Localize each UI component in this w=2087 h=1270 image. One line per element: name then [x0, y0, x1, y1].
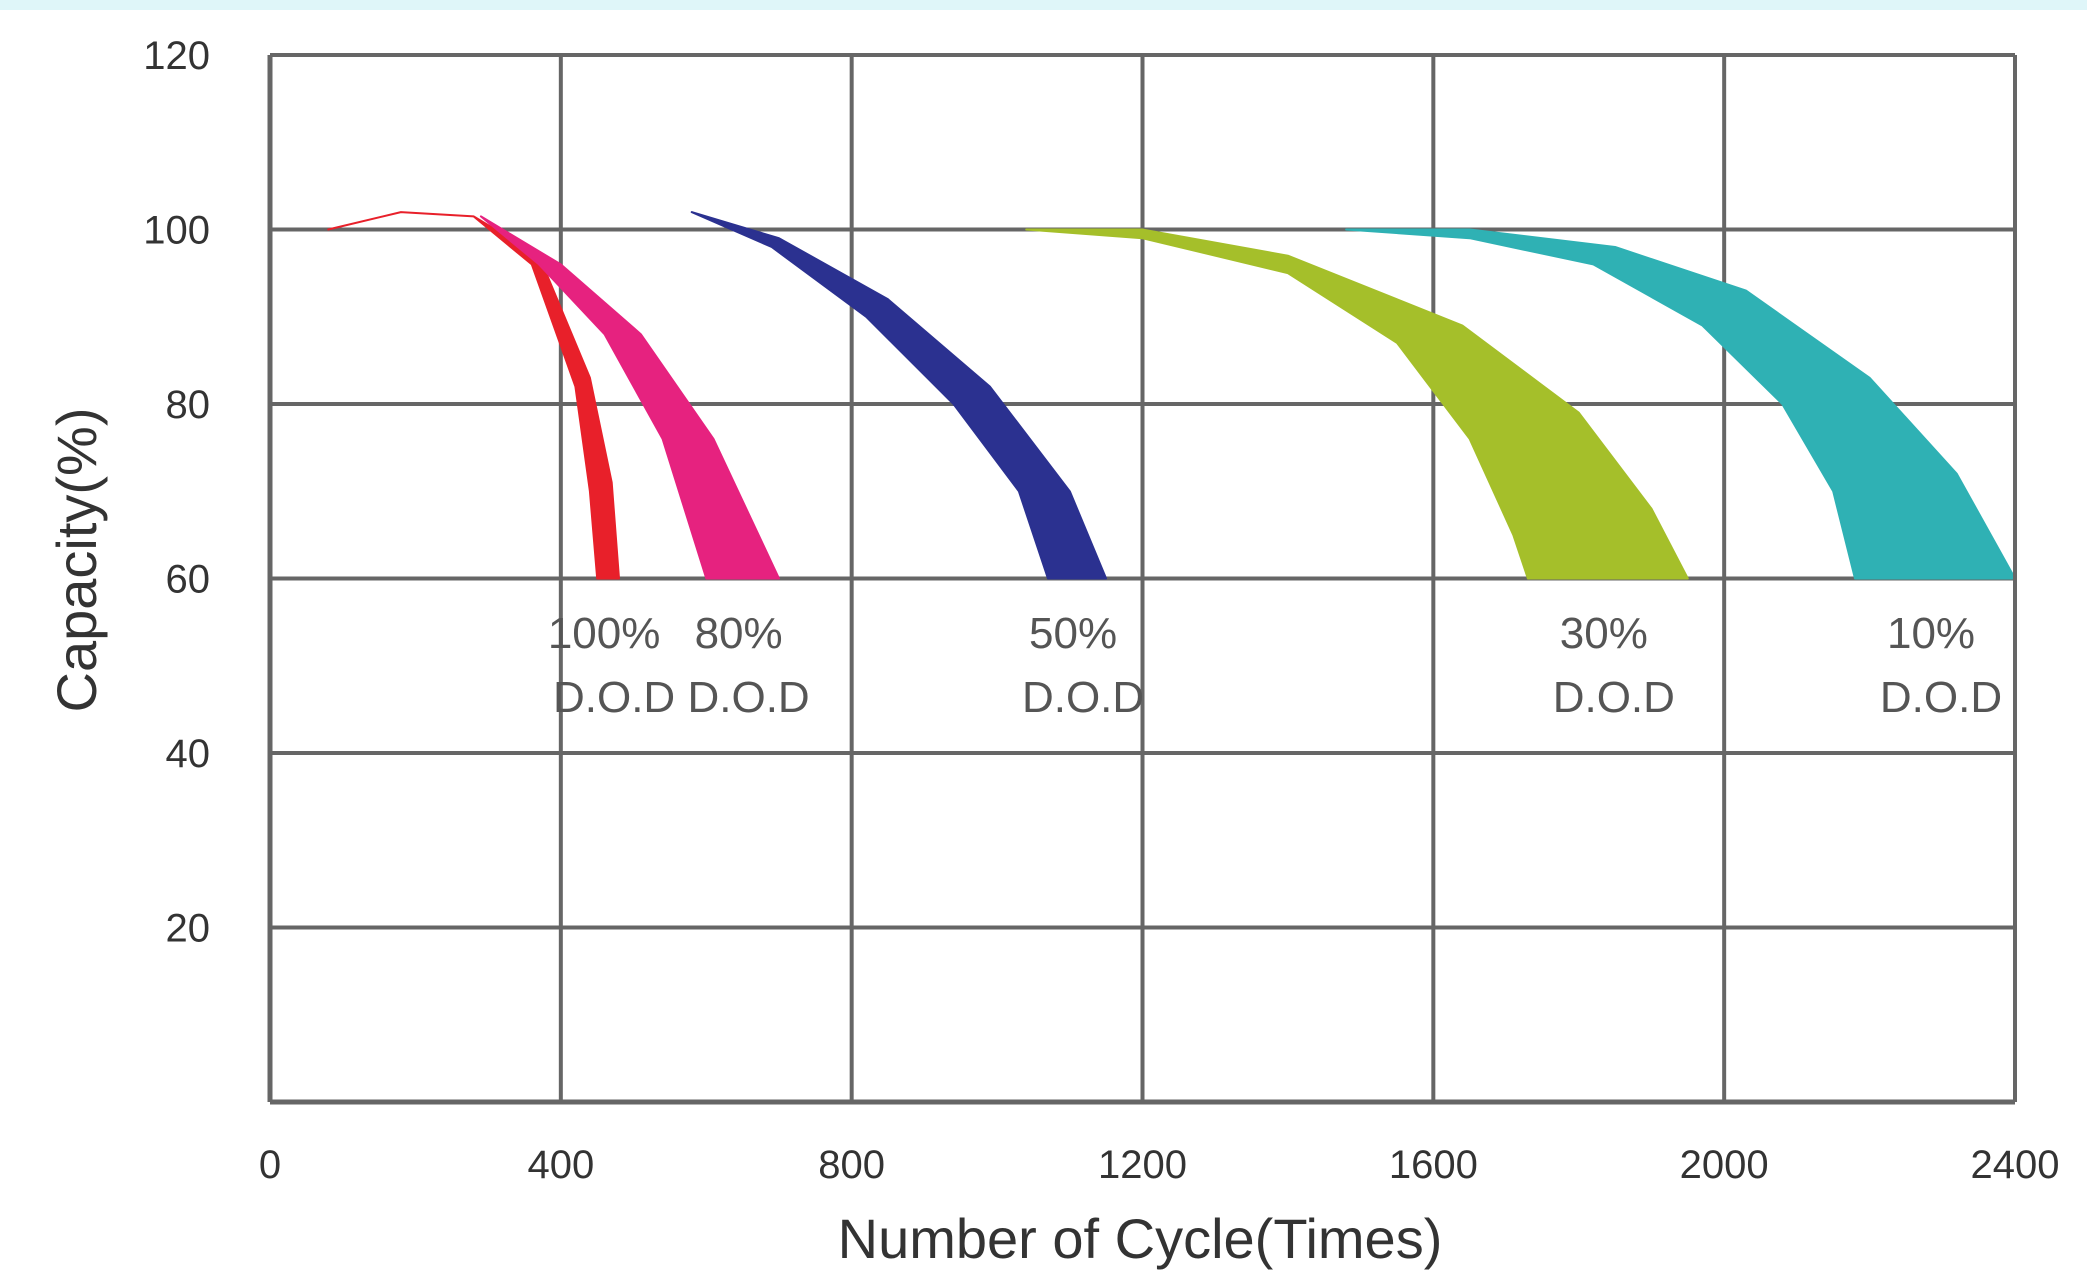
- band-label-dod: D.O.D: [1880, 673, 2002, 722]
- y-tick-label: 100: [143, 209, 210, 253]
- x-tick-label: 0: [259, 1143, 281, 1187]
- dod-bands: [328, 212, 2015, 578]
- grid: [270, 55, 2015, 1102]
- x-axis-title: Number of Cycle(Times): [838, 1207, 1443, 1270]
- y-tick-label: 60: [166, 558, 211, 602]
- band-label-dod: D.O.D: [687, 673, 809, 722]
- band-label-dod: D.O.D: [553, 673, 675, 722]
- band-label-dod: D.O.D: [1553, 673, 1675, 722]
- band-label-percent: 80%: [695, 609, 783, 658]
- x-tick-label: 400: [527, 1143, 594, 1187]
- y-tick-label: 20: [166, 907, 211, 951]
- band-labels: 100% D.O.D 80% D.O.D 50% D.O.D 30% D.O.D 10% D.O.…: [548, 609, 2002, 722]
- y-tick-label: 80: [166, 383, 211, 427]
- x-tick-label: 1600: [1389, 1143, 1478, 1187]
- band-label-percent: 100%: [548, 609, 661, 658]
- dod-band: [481, 216, 779, 578]
- x-tick-label: 1200: [1098, 1143, 1187, 1187]
- x-tick-label: 800: [818, 1143, 885, 1187]
- x-tick-label: 2400: [1971, 1143, 2060, 1187]
- band-label-percent: 50%: [1029, 609, 1117, 658]
- dod-band: [328, 212, 619, 578]
- x-tick-label: 2000: [1680, 1143, 1769, 1187]
- y-tick-label: 120: [143, 34, 210, 78]
- band-label-dod: D.O.D: [1022, 673, 1144, 722]
- band-label-percent: 10%: [1887, 609, 1975, 658]
- y-axis-title: Capacity(%): [45, 408, 108, 713]
- band-label-percent: 30%: [1560, 609, 1648, 658]
- y-tick-label: 40: [166, 732, 211, 776]
